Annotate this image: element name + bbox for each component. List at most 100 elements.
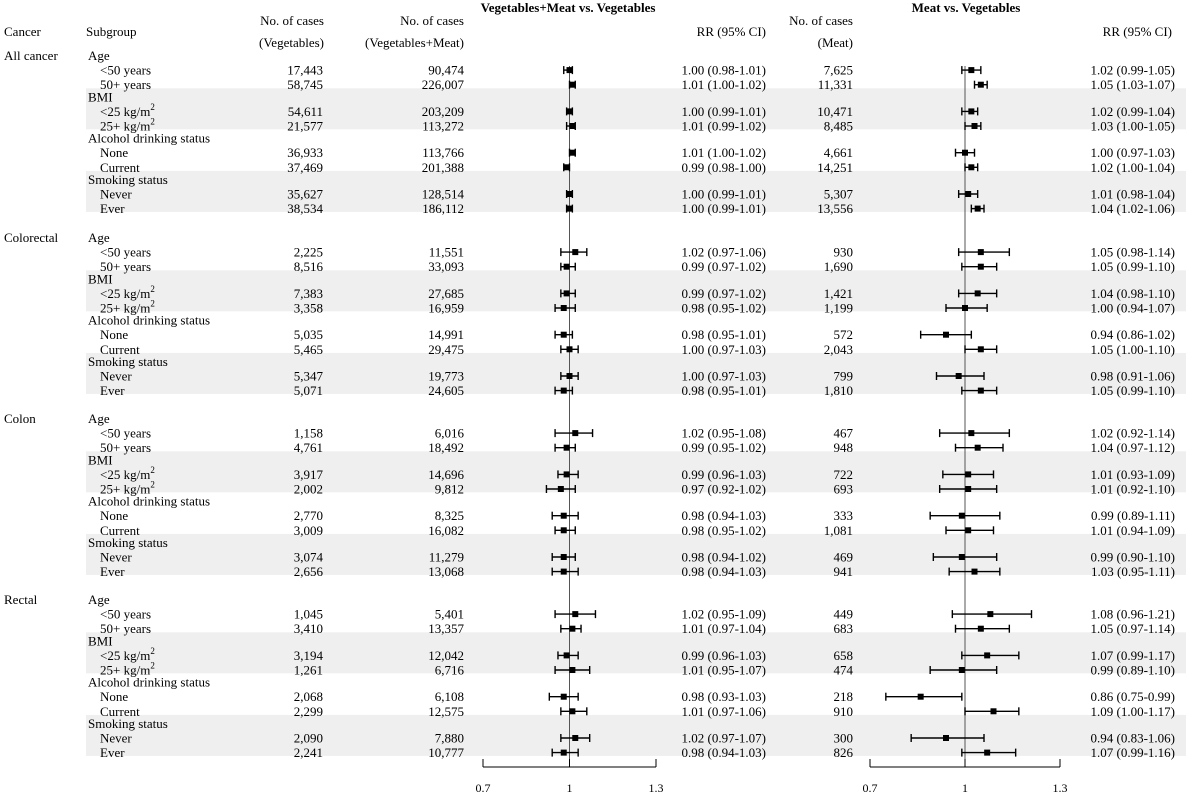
cases-vegmeat: 186,112: [422, 201, 464, 216]
point-estimate-panel2: [968, 164, 975, 171]
subgroup-band: [86, 88, 1186, 130]
subgroup-heading: Age: [88, 592, 110, 607]
row-label: Ever: [100, 201, 125, 216]
point-estimate-panel2: [977, 263, 984, 270]
point-estimate-panel1: [566, 108, 573, 115]
row-label: 25+ kg/m2: [100, 117, 155, 134]
cases-vegetables: 3,074: [294, 550, 324, 565]
rr-text-panel1: 0.99 (0.98-1.00): [682, 160, 767, 175]
cases-meat: 799: [834, 369, 854, 384]
rr-text-panel2: 0.99 (0.89-1.11): [1091, 508, 1175, 523]
rr-text-panel2: 1.00 (0.94-1.07): [1091, 301, 1176, 316]
subgroup-heading: BMI: [88, 633, 113, 648]
point-estimate-panel2: [955, 373, 962, 379]
point-estimate-panel1: [560, 749, 567, 756]
cases-vegmeat: 13,068: [428, 564, 464, 579]
header-cases-meat-line1: No. of cases: [789, 13, 853, 28]
rr-text-panel1: 0.98 (0.94-1.03): [682, 745, 767, 760]
point-estimate-panel2: [987, 611, 994, 618]
cases-meat: 930: [834, 245, 854, 260]
subgroup-heading: Age: [88, 230, 110, 245]
rr-text-panel1: 1.02 (0.97-1.06): [682, 245, 767, 260]
row-label: <50 years: [100, 245, 151, 260]
subgroup-heading: BMI: [88, 452, 113, 467]
cases-vegetables: 5,071: [294, 383, 323, 398]
point-estimate-panel2: [965, 527, 972, 534]
row-label: Never: [100, 369, 132, 384]
row-label: <25 kg/m2: [100, 284, 155, 301]
cases-vegmeat: 128,514: [422, 187, 465, 202]
rr-text-panel2: 1.00 (0.97-1.03): [1091, 145, 1176, 160]
point-estimate-panel1: [566, 67, 573, 74]
row-label: <25 kg/m2: [100, 102, 155, 119]
x-tick-label-panel2: 1: [962, 781, 968, 795]
row-label: 50+ years: [100, 440, 151, 455]
rr-text-panel1: 1.00 (0.97-1.03): [682, 342, 767, 357]
cases-vegmeat: 29,475: [428, 342, 464, 357]
rr-text-panel2: 1.01 (0.93-1.09): [1091, 467, 1176, 482]
cases-vegetables: 3,917: [294, 467, 324, 482]
row-label: 50+ years: [100, 259, 151, 274]
point-estimate-panel2: [968, 67, 975, 74]
subgroup-heading: Alcohol drinking status: [88, 313, 210, 328]
cases-meat: 722: [834, 467, 854, 482]
row-label: Ever: [100, 564, 125, 579]
x-tick-label-panel2: 1.3: [1053, 781, 1068, 795]
point-estimate-panel2: [977, 625, 984, 632]
rr-text-panel1: 0.98 (0.95-1.02): [682, 523, 767, 538]
row-label: None: [100, 145, 128, 160]
subgroup-heading: Age: [88, 48, 110, 63]
rr-text-panel2: 1.05 (0.98-1.14): [1091, 245, 1176, 260]
row-label-superscript: 2: [150, 102, 155, 112]
cases-vegmeat: 113,272: [422, 119, 464, 134]
point-estimate-panel1: [572, 249, 579, 256]
cancer-label: Colorectal: [4, 230, 59, 245]
cases-meat: 8,485: [824, 119, 853, 134]
cases-meat: 948: [834, 440, 854, 455]
point-estimate-panel1: [560, 693, 567, 700]
point-estimate-panel2: [971, 568, 978, 575]
x-tick-label-panel1: 1: [567, 781, 573, 795]
row-label: <25 kg/m2: [100, 465, 155, 482]
rr-text-panel1: 1.01 (0.95-1.07): [682, 663, 767, 678]
cases-vegetables: 2,770: [294, 508, 323, 523]
point-estimate-panel1: [569, 123, 576, 129]
subgroup-band: [86, 170, 1186, 212]
subgroup-heading: Alcohol drinking status: [88, 494, 210, 509]
rr-text-panel2: 1.04 (0.98-1.10): [1091, 286, 1176, 301]
cases-vegmeat: 13,357: [428, 621, 464, 636]
subgroup-heading: Alcohol drinking status: [88, 131, 210, 146]
cases-vegetables: 37,469: [287, 160, 323, 175]
point-estimate-panel1: [560, 527, 567, 534]
point-estimate-panel1: [560, 554, 567, 560]
point-estimate-panel1: [563, 471, 570, 478]
row-label-superscript: 2: [150, 480, 155, 490]
point-estimate-panel1: [563, 263, 570, 270]
cases-vegetables: 1,158: [294, 426, 323, 441]
cases-vegmeat: 6,016: [435, 426, 465, 441]
row-label: Ever: [100, 745, 125, 760]
rr-text-panel2: 1.05 (0.99-1.10): [1091, 383, 1176, 398]
cases-vegetables: 35,627: [287, 187, 323, 202]
cases-meat: 1,810: [824, 383, 853, 398]
row-label-superscript: 2: [150, 465, 155, 475]
cases-vegetables: 36,933: [287, 145, 323, 160]
cancer-label: All cancer: [4, 48, 58, 63]
cases-meat: 826: [834, 745, 854, 760]
cases-vegetables: 8,516: [294, 259, 324, 274]
point-estimate-panel2: [977, 346, 984, 353]
cases-vegmeat: 5,401: [435, 607, 464, 622]
point-estimate-panel2: [968, 108, 975, 115]
row-label: None: [100, 508, 128, 523]
row-label: <50 years: [100, 607, 151, 622]
point-estimate-panel1: [566, 346, 573, 353]
cases-vegmeat: 14,696: [428, 467, 464, 482]
cases-vegmeat: 90,474: [428, 63, 464, 78]
cases-meat: 1,199: [824, 301, 853, 316]
cases-vegmeat: 16,959: [428, 301, 464, 316]
rr-text-panel2: 1.03 (1.00-1.05): [1091, 119, 1176, 134]
cases-meat: 300: [834, 731, 854, 746]
rr-text-panel1: 1.00 (0.99-1.01): [682, 104, 767, 119]
row-label-superscript: 2: [150, 117, 155, 127]
